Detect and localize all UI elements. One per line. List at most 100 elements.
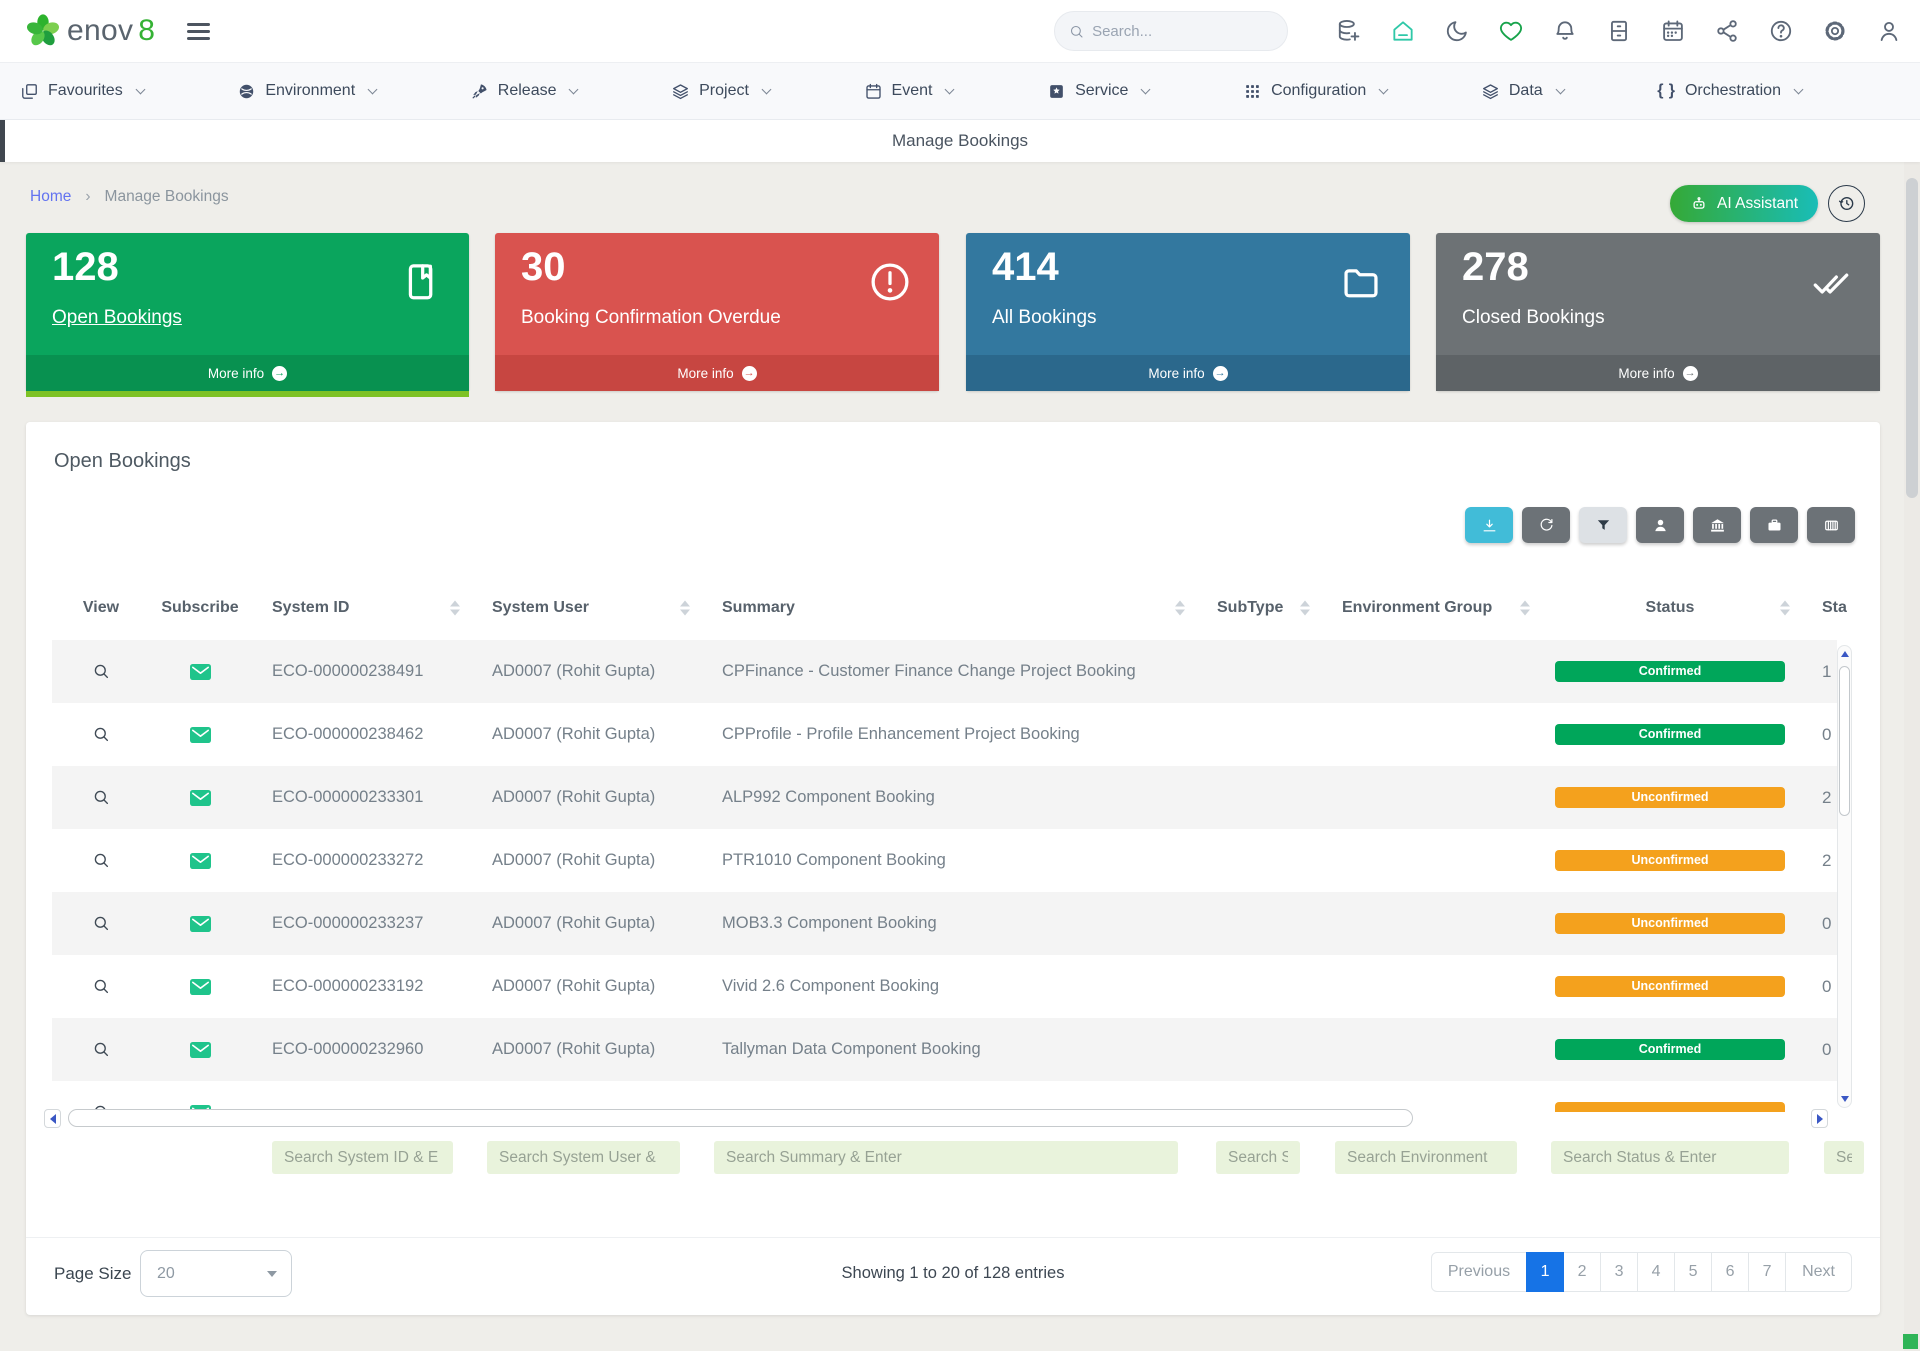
search-system-id-input[interactable] bbox=[272, 1141, 453, 1174]
search-subtype-input[interactable] bbox=[1216, 1141, 1300, 1174]
nav-item-event[interactable]: Event bbox=[864, 82, 955, 101]
summary-cell: CPProfile - Profile Enhancement Project … bbox=[722, 725, 1080, 743]
horizontal-scroll-thumb[interactable] bbox=[68, 1109, 1413, 1127]
page-scroll-thumb[interactable] bbox=[1906, 178, 1918, 498]
page-size-select[interactable]: 20 bbox=[140, 1250, 292, 1297]
summary-cell: PTR1010 Component Booking bbox=[722, 851, 946, 869]
title-bar-notch bbox=[0, 120, 5, 162]
scroll-right-arrow[interactable] bbox=[1811, 1109, 1828, 1128]
more-info-button[interactable]: More info → bbox=[966, 355, 1410, 391]
view-row-button[interactable] bbox=[86, 909, 116, 939]
alert-circle-icon bbox=[871, 263, 909, 301]
pagination-page-2[interactable]: 2 bbox=[1563, 1252, 1602, 1292]
subscribe-envelope-icon[interactable] bbox=[185, 657, 215, 687]
more-info-button[interactable]: More info → bbox=[495, 355, 939, 391]
nav-item-project[interactable]: Project bbox=[671, 82, 772, 101]
profile-user-icon[interactable] bbox=[1876, 18, 1902, 44]
more-info-button[interactable]: More info → bbox=[26, 355, 469, 391]
view-row-button[interactable] bbox=[86, 720, 116, 750]
pagination-page-3[interactable]: 3 bbox=[1600, 1252, 1639, 1292]
briefcase-button[interactable] bbox=[1750, 507, 1798, 543]
pagination-previous[interactable]: Previous bbox=[1430, 1252, 1528, 1292]
open-bookings-link[interactable]: Open Bookings bbox=[52, 307, 182, 328]
chevron-down-icon bbox=[1140, 84, 1151, 94]
enov8-logo[interactable]: enov 8 bbox=[24, 12, 155, 50]
column-header-subtype[interactable]: SubType bbox=[1195, 599, 1320, 617]
search-summary-input[interactable] bbox=[714, 1141, 1178, 1174]
share-icon[interactable] bbox=[1714, 18, 1740, 44]
home-icon[interactable] bbox=[1390, 18, 1416, 44]
ai-assistant-button[interactable]: AI Assistant bbox=[1670, 185, 1818, 222]
pagination-next[interactable]: Next bbox=[1785, 1252, 1852, 1292]
favourites-heart-icon[interactable] bbox=[1498, 18, 1524, 44]
view-row-button[interactable] bbox=[86, 1035, 116, 1065]
filter-button[interactable] bbox=[1579, 507, 1627, 543]
scroll-left-arrow[interactable] bbox=[44, 1109, 61, 1128]
nav-item-orchestration[interactable]: { } Orchestration bbox=[1657, 82, 1804, 100]
user-filter-button[interactable] bbox=[1636, 507, 1684, 543]
search-start-input[interactable] bbox=[1824, 1141, 1864, 1174]
cabinet-icon[interactable] bbox=[1606, 18, 1632, 44]
settings-gear-icon[interactable] bbox=[1822, 18, 1848, 44]
column-header-start[interactable]: Sta bbox=[1800, 599, 1864, 617]
column-header-status[interactable]: Status bbox=[1540, 599, 1800, 617]
column-header-system-user[interactable]: System User bbox=[470, 599, 700, 617]
column-header-summary[interactable]: Summary bbox=[700, 599, 1195, 617]
vertical-scroll-thumb[interactable] bbox=[1839, 666, 1850, 816]
calendar-icon[interactable] bbox=[1660, 18, 1686, 44]
breadcrumb-home-link[interactable]: Home bbox=[30, 188, 72, 205]
pagination-page-5[interactable]: 5 bbox=[1674, 1252, 1713, 1292]
pagination-page-1[interactable]: 1 bbox=[1526, 1252, 1565, 1292]
braces-icon: { } bbox=[1657, 82, 1676, 99]
column-header-system-id[interactable]: System ID bbox=[250, 599, 470, 617]
summary-cell: MOB3.3 Component Booking bbox=[722, 914, 937, 932]
view-row-button[interactable] bbox=[86, 972, 116, 1002]
subscribe-envelope-icon[interactable] bbox=[185, 783, 215, 813]
notifications-bell-icon[interactable] bbox=[1552, 18, 1578, 44]
nav-item-favourites[interactable]: Favourites bbox=[20, 82, 146, 101]
pagination-page-4[interactable]: 4 bbox=[1637, 1252, 1676, 1292]
chevron-down-icon bbox=[569, 84, 579, 94]
table-vertical-scrollbar[interactable] bbox=[1837, 645, 1852, 1108]
export-button[interactable] bbox=[1465, 507, 1513, 543]
dark-mode-icon[interactable] bbox=[1444, 18, 1470, 44]
nav-label: Release bbox=[497, 82, 557, 99]
help-icon[interactable] bbox=[1768, 18, 1794, 44]
subscribe-envelope-icon[interactable] bbox=[185, 972, 215, 1002]
nav-item-release[interactable]: Release bbox=[470, 82, 579, 101]
table-horizontal-scrollbar[interactable] bbox=[44, 1108, 1828, 1128]
view-row-button[interactable] bbox=[86, 657, 116, 687]
history-button[interactable] bbox=[1828, 185, 1865, 222]
search-status-input[interactable] bbox=[1551, 1141, 1789, 1174]
nav-item-configuration[interactable]: Configuration bbox=[1243, 82, 1389, 101]
scroll-down-arrow[interactable] bbox=[1838, 1092, 1851, 1106]
add-dataset-icon[interactable] bbox=[1336, 18, 1362, 44]
subscribe-envelope-icon[interactable] bbox=[185, 909, 215, 939]
pagination-page-7[interactable]: 7 bbox=[1748, 1252, 1787, 1292]
refresh-button[interactable] bbox=[1522, 507, 1570, 543]
menu-icon[interactable] bbox=[186, 22, 210, 40]
more-info-button[interactable]: More info → bbox=[1436, 355, 1880, 391]
search-input[interactable] bbox=[1092, 22, 1273, 40]
nav-item-data[interactable]: Data bbox=[1481, 82, 1566, 101]
pagination-page-6[interactable]: 6 bbox=[1711, 1252, 1750, 1292]
search-system-user-input[interactable] bbox=[487, 1141, 680, 1174]
panel-title: Open Bookings bbox=[54, 450, 191, 472]
nav-label: Favourites bbox=[48, 82, 123, 99]
logo-digit: 8 bbox=[138, 14, 155, 47]
page-scrollbar[interactable] bbox=[1904, 120, 1920, 1351]
columns-button[interactable] bbox=[1807, 507, 1855, 543]
view-row-button[interactable] bbox=[86, 846, 116, 876]
nav-item-service[interactable]: Service bbox=[1047, 82, 1151, 101]
subscribe-envelope-icon[interactable] bbox=[185, 846, 215, 876]
view-row-button[interactable] bbox=[86, 783, 116, 813]
nav-item-environment[interactable]: Environment bbox=[237, 82, 378, 101]
search-environment-group-input[interactable] bbox=[1335, 1141, 1517, 1174]
scroll-up-arrow[interactable] bbox=[1838, 647, 1851, 661]
open-bookings-panel: Open Bookings View Subscribe System ID S… bbox=[26, 422, 1880, 1315]
subscribe-envelope-icon[interactable] bbox=[185, 1035, 215, 1065]
subscribe-envelope-icon[interactable] bbox=[185, 720, 215, 750]
column-header-environment-group[interactable]: Environment Group bbox=[1320, 599, 1540, 617]
organisation-button[interactable] bbox=[1693, 507, 1741, 543]
page-actions: AI Assistant bbox=[1670, 185, 1865, 222]
